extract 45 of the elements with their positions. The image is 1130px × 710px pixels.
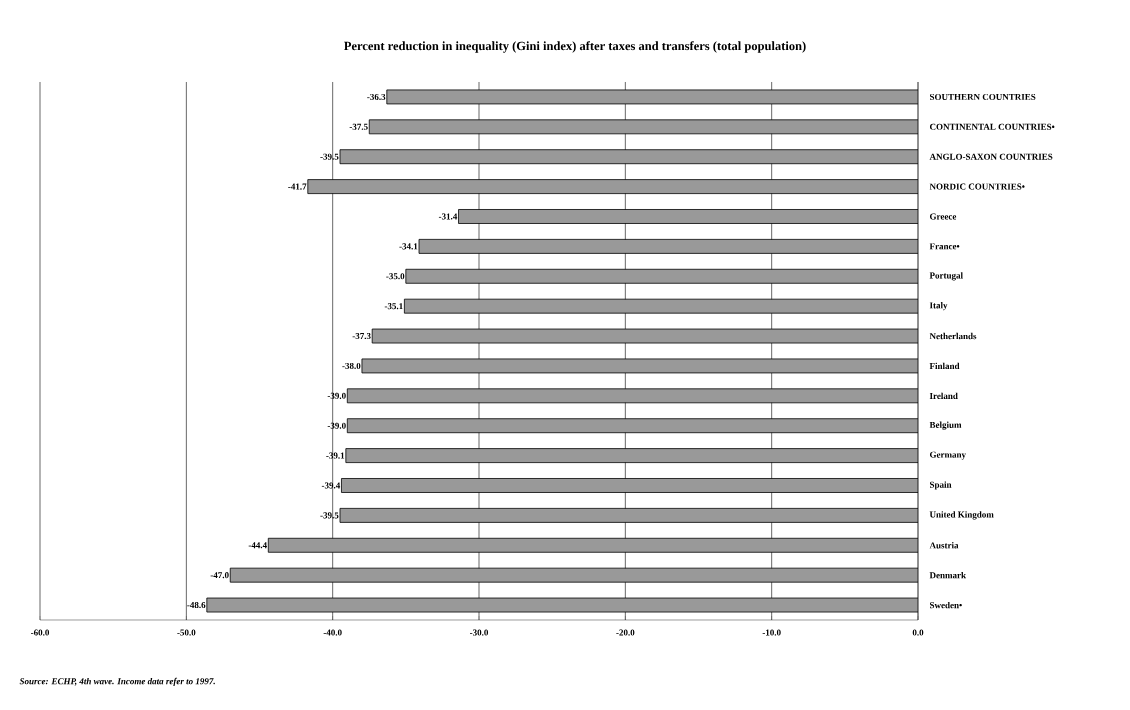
y-tick-label: Belgium xyxy=(929,421,962,430)
data-label: -41.7 xyxy=(288,183,307,190)
y-tick-label: Sweden• xyxy=(930,601,962,609)
x-tick-label: 0.0 xyxy=(912,629,924,636)
data-label: -31.4 xyxy=(438,213,458,220)
y-tick-label: Netherlands xyxy=(929,332,977,340)
data-label: -39.5 xyxy=(320,153,339,160)
x-tick-label: -50.0 xyxy=(177,629,196,636)
y-tick-label: Austria xyxy=(929,542,959,549)
y-tick-label: Greece xyxy=(929,213,957,220)
data-label: -36.3 xyxy=(367,93,386,100)
x-tick-label: -10.0 xyxy=(762,629,781,636)
y-tick-label: Portugal xyxy=(929,272,963,281)
y-tick-label: Finland xyxy=(929,362,960,370)
data-label: -48.6 xyxy=(187,601,206,609)
data-label: -44.4 xyxy=(248,542,267,549)
x-tick-label: -60.0 xyxy=(30,629,50,636)
data-label: -38.0 xyxy=(342,362,361,369)
chart-title: Percent reduction in inequality (Gini index) after taxes and transfers (total population) xyxy=(344,41,806,53)
y-tick-label: Spain xyxy=(930,481,952,490)
data-label: -39.4 xyxy=(321,482,341,489)
y-tick-label: United Kingdom xyxy=(929,511,994,520)
y-tick-label: SOUTHERN COUNTRIES xyxy=(930,93,1036,100)
y-tick-label: CONTINENTAL COUNTRIES• xyxy=(929,123,1055,130)
text: Source: ECHP, 4th wave. Income data refer to 1997. xyxy=(19,677,215,687)
y-tick-label: Germany xyxy=(929,451,966,460)
data-label: -39.0 xyxy=(327,422,346,429)
x-tick-label: -20.0 xyxy=(616,629,635,636)
data-label: -39.0 xyxy=(327,392,346,399)
y-tick-label: France• xyxy=(929,243,960,250)
x-tick-label: -30.0 xyxy=(469,629,489,636)
x-tick-label: -40.0 xyxy=(323,629,342,636)
y-tick-label: NORDIC COUNTRIES• xyxy=(929,183,1025,190)
y-tick-label: Italy xyxy=(929,302,948,311)
data-label: -39.5 xyxy=(320,512,339,519)
data-label: -37.5 xyxy=(349,123,368,130)
data-label: -47.0 xyxy=(210,572,229,579)
y-tick-label: Ireland xyxy=(929,392,958,399)
data-label: -39.1 xyxy=(326,452,345,459)
data-label: -35.1 xyxy=(384,303,403,310)
data-label: -35.0 xyxy=(386,273,405,280)
data-label: -34.1 xyxy=(399,243,418,250)
y-tick-label: ANGLO-SAXON COUNTRIES xyxy=(929,153,1053,160)
y-tick-label: Denmark xyxy=(929,571,967,579)
data-label: -37.3 xyxy=(352,333,371,340)
